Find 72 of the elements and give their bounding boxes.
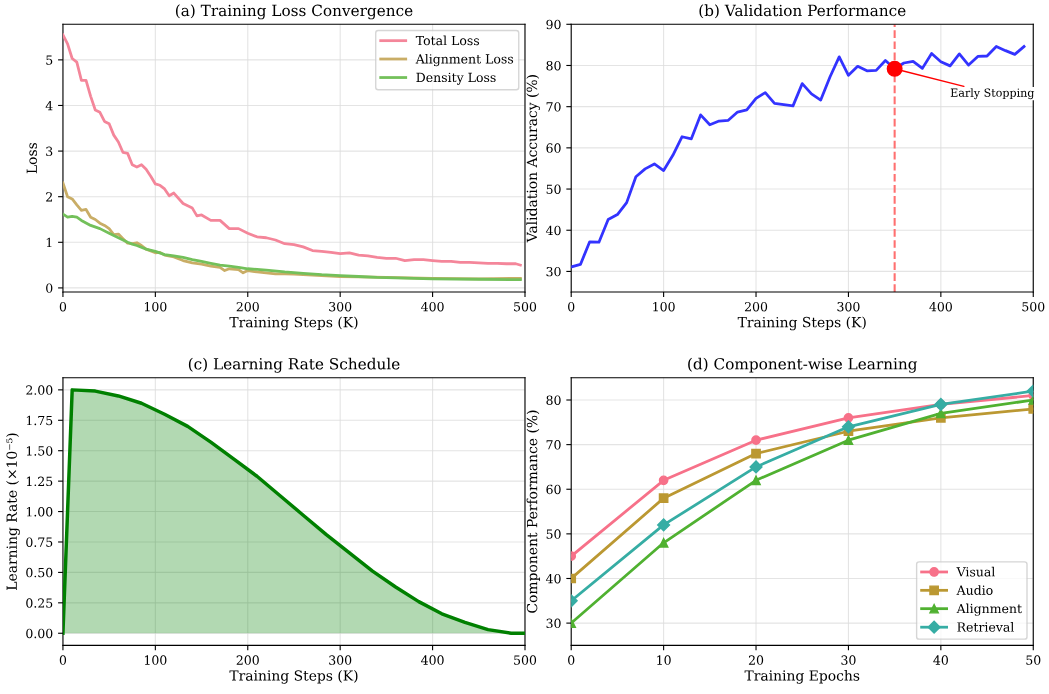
y-tick-label: 80 xyxy=(546,60,561,71)
y-tick-label: 2.00 xyxy=(26,385,53,395)
y-tick-label: 1.25 xyxy=(26,476,53,487)
x-tick-label: 30 xyxy=(841,655,856,665)
x-tick-label: 40 xyxy=(933,655,948,665)
x-tick-label: 0 xyxy=(59,655,67,665)
x-tick-label: 10 xyxy=(657,655,671,665)
x-tick-label: 400 xyxy=(929,301,952,312)
legend-label: Alignment xyxy=(956,603,1022,616)
y-axis-title: Learning Rate (×10⁻⁵) xyxy=(6,433,20,590)
y-tick-label: 50 xyxy=(546,529,561,539)
y-tick-label: 3 xyxy=(46,146,53,157)
y-tick-label: 0.00 xyxy=(26,628,53,639)
y-tick-label: 40 xyxy=(545,225,561,236)
x-axis-title: Training Steps (K) xyxy=(229,316,358,331)
y-tick-label: 4 xyxy=(45,100,53,111)
legend-label: Retrieval xyxy=(957,622,1014,632)
x-tick-label: 200 xyxy=(744,301,768,312)
y-tick-label: 30 xyxy=(546,266,561,277)
x-tick-label: 300 xyxy=(837,301,860,312)
legend-label: Visual xyxy=(956,566,995,577)
x-tick-label: 50 xyxy=(1026,655,1041,665)
x-tick-label: 500 xyxy=(514,655,537,665)
y-tick-label: 1.00 xyxy=(26,507,53,517)
x-tick-label: 100 xyxy=(144,301,167,312)
annotation: Early Stopping xyxy=(950,88,1035,100)
y-tick-label: 60 xyxy=(546,143,561,153)
y-tick-label: 90 xyxy=(546,19,561,30)
y-tick-label: 60 xyxy=(546,484,561,495)
y-axis-title: Component Performance (%) xyxy=(526,410,541,613)
y-axis-title: Loss xyxy=(26,142,38,174)
x-tick-label: 200 xyxy=(236,301,259,312)
x-tick-label: 100 xyxy=(653,301,675,312)
legend-label: Alignment Loss xyxy=(415,53,514,67)
x-axis-title: Training Steps (K) xyxy=(737,316,866,331)
x-tick-label: 200 xyxy=(236,655,259,665)
x-tick-label: 500 xyxy=(514,301,537,312)
x-tick-label: 500 xyxy=(1022,301,1045,312)
x-tick-label: 300 xyxy=(329,301,352,312)
y-tick-label: 0.75 xyxy=(26,537,53,547)
x-tick-label: 0 xyxy=(568,655,575,665)
legend-label: Total Loss xyxy=(415,35,480,46)
x-axis-title: Training Steps (K) xyxy=(229,670,358,684)
y-tick-label: 70 xyxy=(546,440,561,450)
y-tick-label: 70 xyxy=(546,102,561,112)
x-tick-label: 400 xyxy=(421,655,444,665)
y-tick-label: 30 xyxy=(546,618,561,629)
y-tick-label: 0.50 xyxy=(26,567,53,578)
chart-title: (c) Learning Rate Schedule xyxy=(188,357,400,373)
y-tick-label: 2 xyxy=(46,192,52,202)
x-axis-title: Training Epochs xyxy=(744,670,860,684)
y-tick-label: 5 xyxy=(46,55,53,65)
y-tick-label: 80 xyxy=(546,395,561,405)
y-tick-label: 50 xyxy=(546,184,561,194)
x-tick-label: 400 xyxy=(421,301,444,312)
chart-title: (a) Training Loss Convergence xyxy=(175,4,413,20)
y-tick-label: 0.25 xyxy=(26,598,53,608)
chart-title: (b) Validation Performance xyxy=(699,4,906,19)
y-tick-label: 1.50 xyxy=(26,446,53,456)
y-axis-title: Validation Accuracy (%) xyxy=(526,75,541,243)
x-tick-label: 300 xyxy=(329,655,352,665)
x-tick-label: 0 xyxy=(568,301,575,312)
x-tick-label: 100 xyxy=(144,655,167,665)
chart-title: (d) Component-wise Learning xyxy=(688,357,918,373)
y-tick-label: 1.75 xyxy=(26,415,53,426)
y-tick-label: 1 xyxy=(46,237,52,248)
y-tick-label: 0 xyxy=(46,283,53,293)
legend-label: Audio xyxy=(956,585,993,595)
legend-label: Density Loss xyxy=(416,72,496,85)
x-tick-label: 20 xyxy=(748,655,764,665)
y-tick-label: 40 xyxy=(545,573,561,584)
x-tick-label: 0 xyxy=(59,301,67,312)
